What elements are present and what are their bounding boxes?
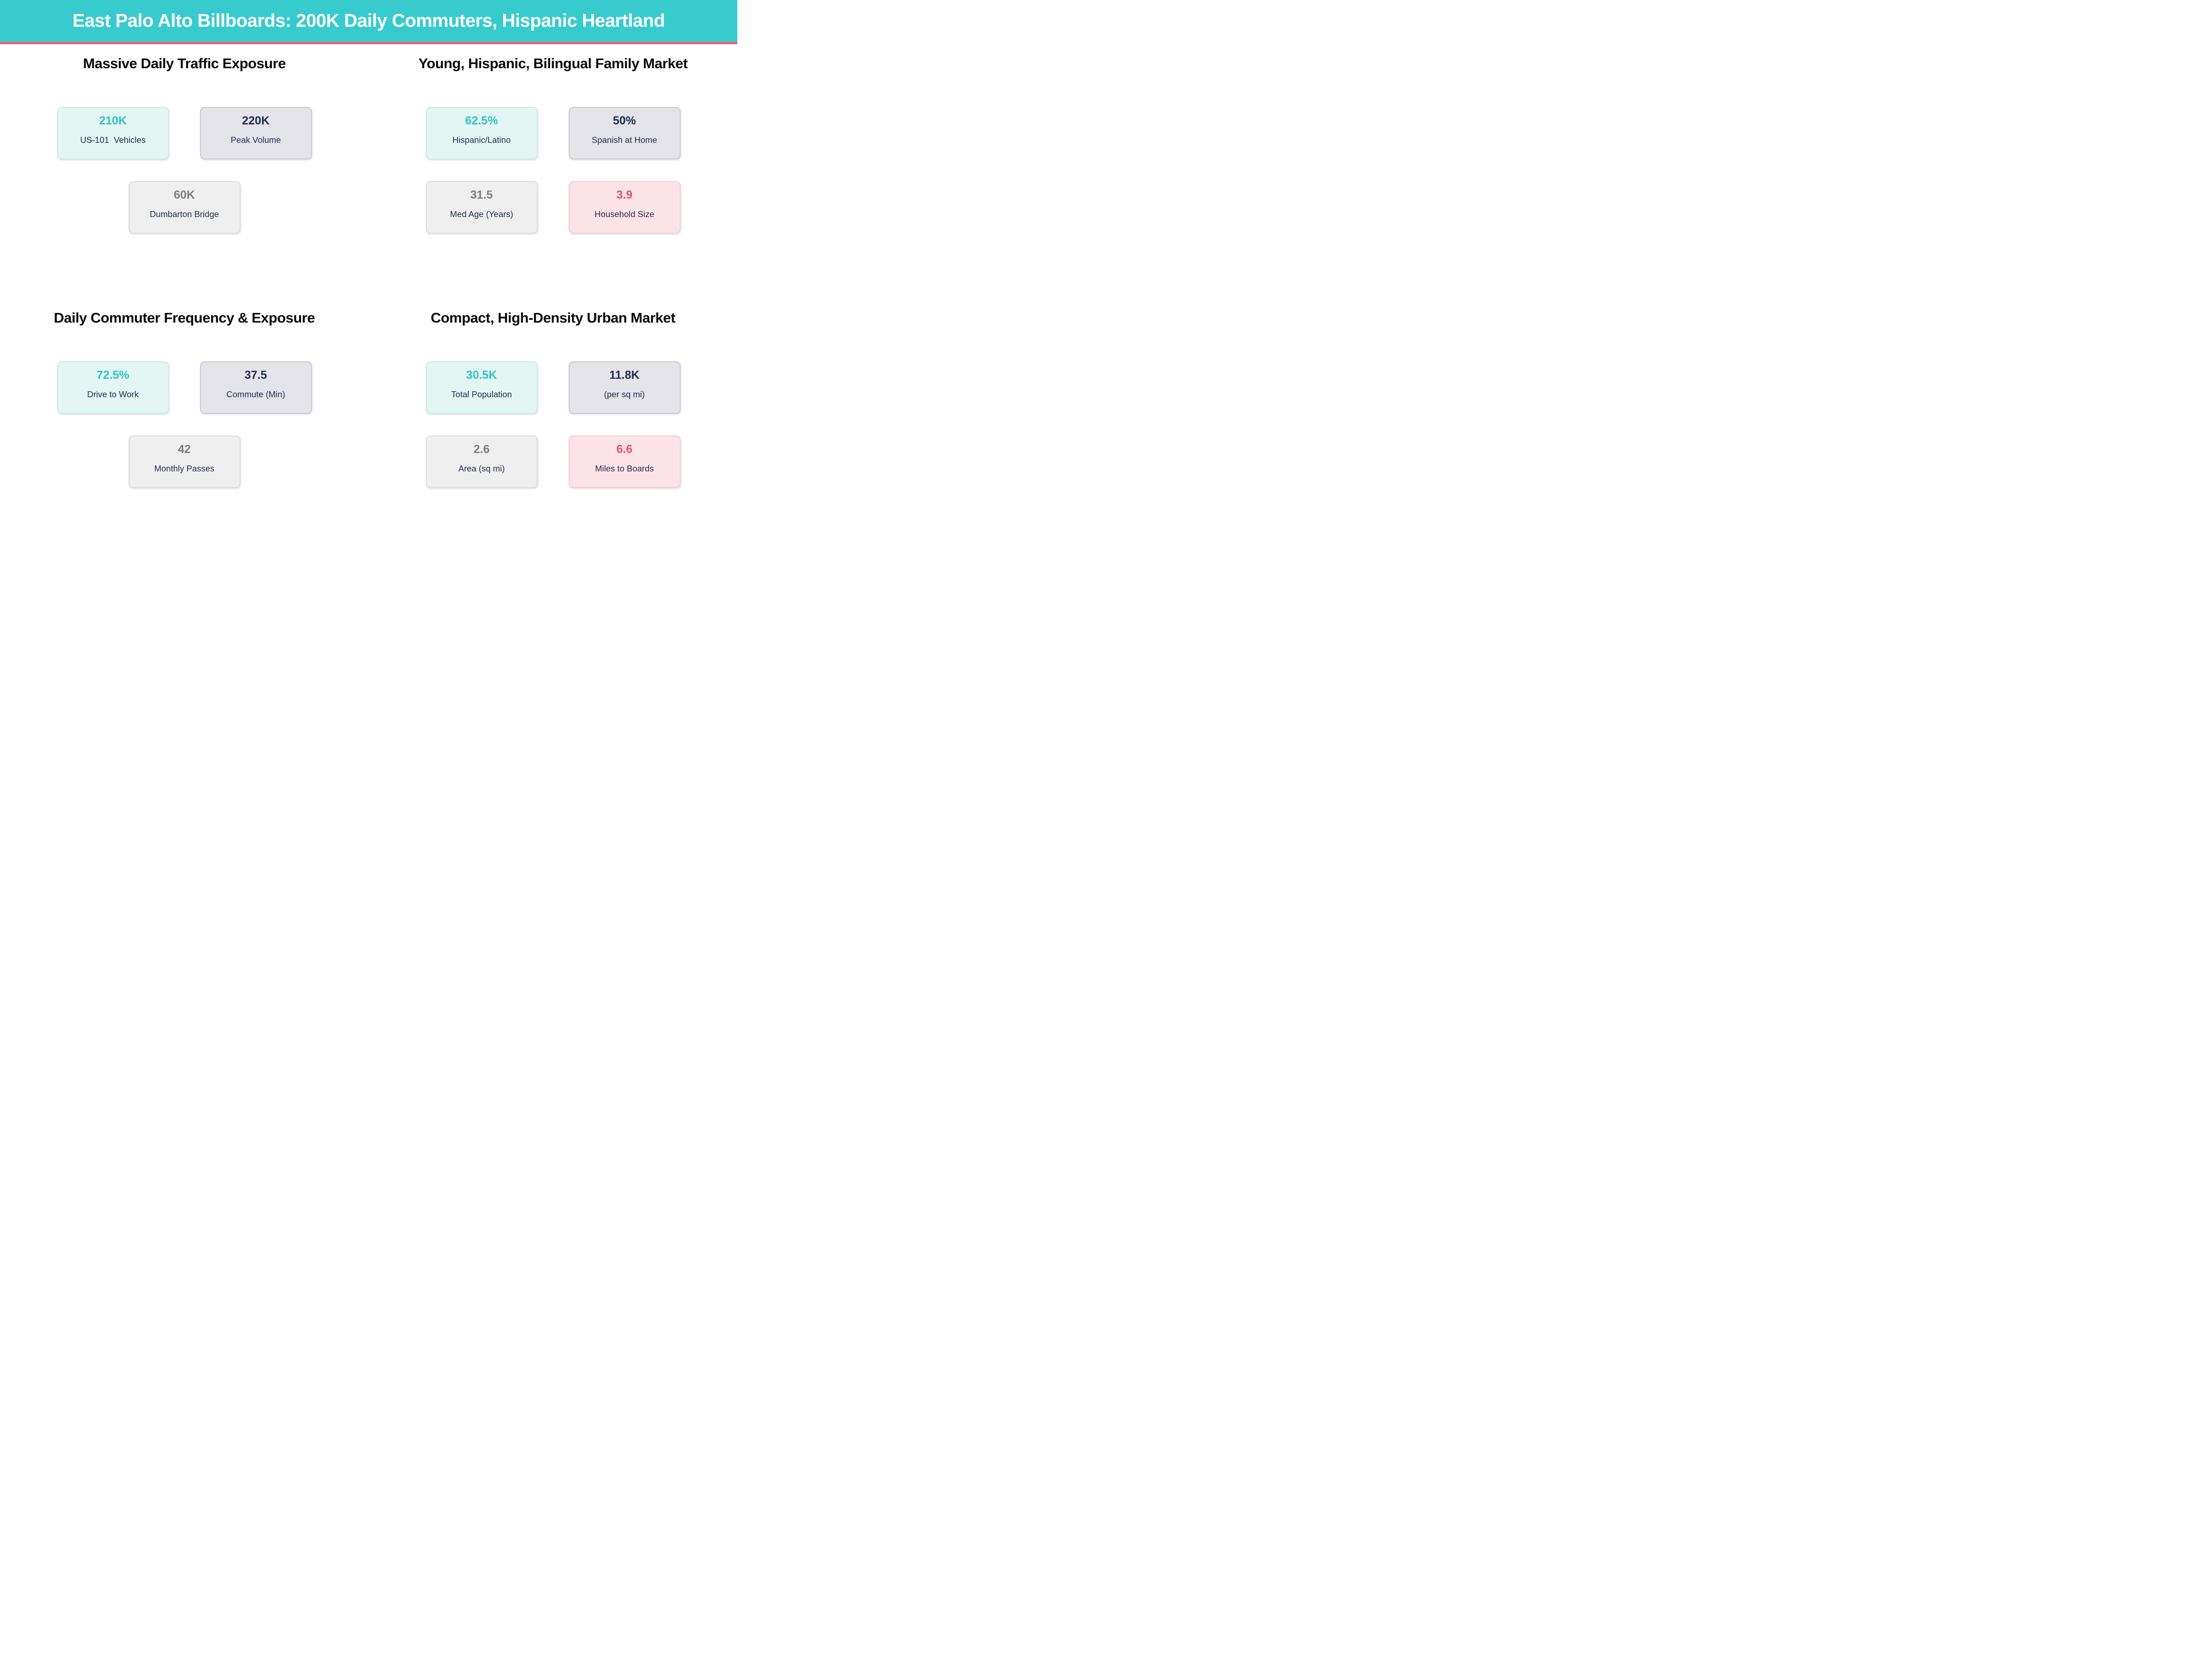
stat-card-drive-to-work: 72.5% Drive to Work (57, 361, 169, 414)
stat-card-peak-volume: 220K Peak Volume (200, 107, 312, 159)
stat-label: US-101 Vehicles (80, 135, 146, 145)
page-header: East Palo Alto Billboards: 200K Daily Co… (0, 0, 737, 44)
stat-card-density-per-sq-mi: 11.8K (per sq mi) (568, 361, 681, 414)
stat-label: Area (sq mi) (458, 463, 505, 473)
stat-label: Monthly Passes (154, 463, 215, 473)
stat-label: Total Population (451, 389, 512, 399)
stat-value: 62.5% (465, 114, 498, 127)
stat-label: Med Age (Years) (450, 209, 513, 219)
stat-label: Household Size (594, 209, 654, 219)
stat-label: Commute (Min) (226, 389, 285, 399)
stat-card-hispanic-latino: 62.5% Hispanic/Latino (425, 107, 538, 159)
stat-card-median-age: 31.5 Med Age (Years) (425, 181, 538, 234)
infographic-page: East Palo Alto Billboards: 200K Daily Co… (0, 0, 737, 553)
stat-label: Spanish at Home (592, 135, 657, 145)
stat-label: (per sq mi) (604, 389, 645, 399)
stat-value: 220K (242, 114, 270, 127)
quadrant-title: Massive Daily Traffic Exposure (83, 55, 286, 71)
quadrant-demographics: Young, Hispanic, Bilingual Family Market… (369, 44, 737, 299)
quadrant-title: Young, Hispanic, Bilingual Family Market (418, 55, 688, 71)
quadrant-title: Compact, High-Density Urban Market (430, 310, 676, 326)
quadrant-commuter: Daily Commuter Frequency & Exposure 72.5… (0, 299, 369, 553)
quadrant-traffic: Massive Daily Traffic Exposure 210K US-1… (0, 44, 369, 299)
stat-card-dumbarton-bridge: 60K Dumbarton Bridge (128, 181, 241, 234)
stat-card-household-size: 3.9 Household Size (568, 181, 681, 234)
stat-value: 42 (178, 443, 191, 456)
stat-label: Drive to Work (87, 389, 139, 399)
stat-value: 31.5 (470, 188, 493, 201)
stat-card-commute-min: 37.5 Commute (Min) (200, 361, 312, 414)
stat-card-miles-to-boards: 6.6 Miles to Boards (568, 435, 681, 488)
stat-value: 210K (99, 114, 127, 127)
stat-value: 72.5% (96, 369, 129, 382)
stat-value: 37.5 (244, 369, 267, 382)
stat-label: Miles to Boards (595, 463, 654, 473)
stat-card-area-sq-mi: 2.6 Area (sq mi) (425, 435, 538, 488)
stat-value: 60K (174, 188, 195, 201)
card-group: 210K US-101 Vehicles 220K Peak Volume 60… (57, 107, 312, 234)
stat-value: 30.5K (466, 369, 497, 382)
quadrant-title: Daily Commuter Frequency & Exposure (53, 310, 315, 326)
stat-value: 6.6 (616, 443, 633, 456)
card-group: 62.5% Hispanic/Latino 50% Spanish at Hom… (425, 107, 681, 234)
stat-value: 3.9 (616, 188, 633, 201)
stat-label: Dumbarton Bridge (149, 209, 219, 219)
quadrant-urban-market: Compact, High-Density Urban Market 30.5K… (369, 299, 737, 553)
quadrant-grid: Massive Daily Traffic Exposure 210K US-1… (0, 44, 737, 553)
stat-card-us101-vehicles: 210K US-101 Vehicles (57, 107, 169, 159)
stat-value: 50% (612, 114, 636, 127)
page-title: East Palo Alto Billboards: 200K Daily Co… (72, 11, 665, 31)
stat-card-total-population: 30.5K Total Population (425, 361, 538, 414)
card-group: 30.5K Total Population 11.8K (per sq mi)… (425, 361, 681, 488)
stat-value: 2.6 (473, 443, 490, 456)
stat-label: Peak Volume (230, 135, 281, 145)
stat-value: 11.8K (609, 369, 640, 382)
stat-card-spanish-at-home: 50% Spanish at Home (568, 107, 681, 159)
stat-card-monthly-passes: 42 Monthly Passes (128, 435, 241, 488)
card-group: 72.5% Drive to Work 37.5 Commute (Min) 4… (57, 361, 312, 488)
stat-label: Hispanic/Latino (452, 135, 511, 145)
